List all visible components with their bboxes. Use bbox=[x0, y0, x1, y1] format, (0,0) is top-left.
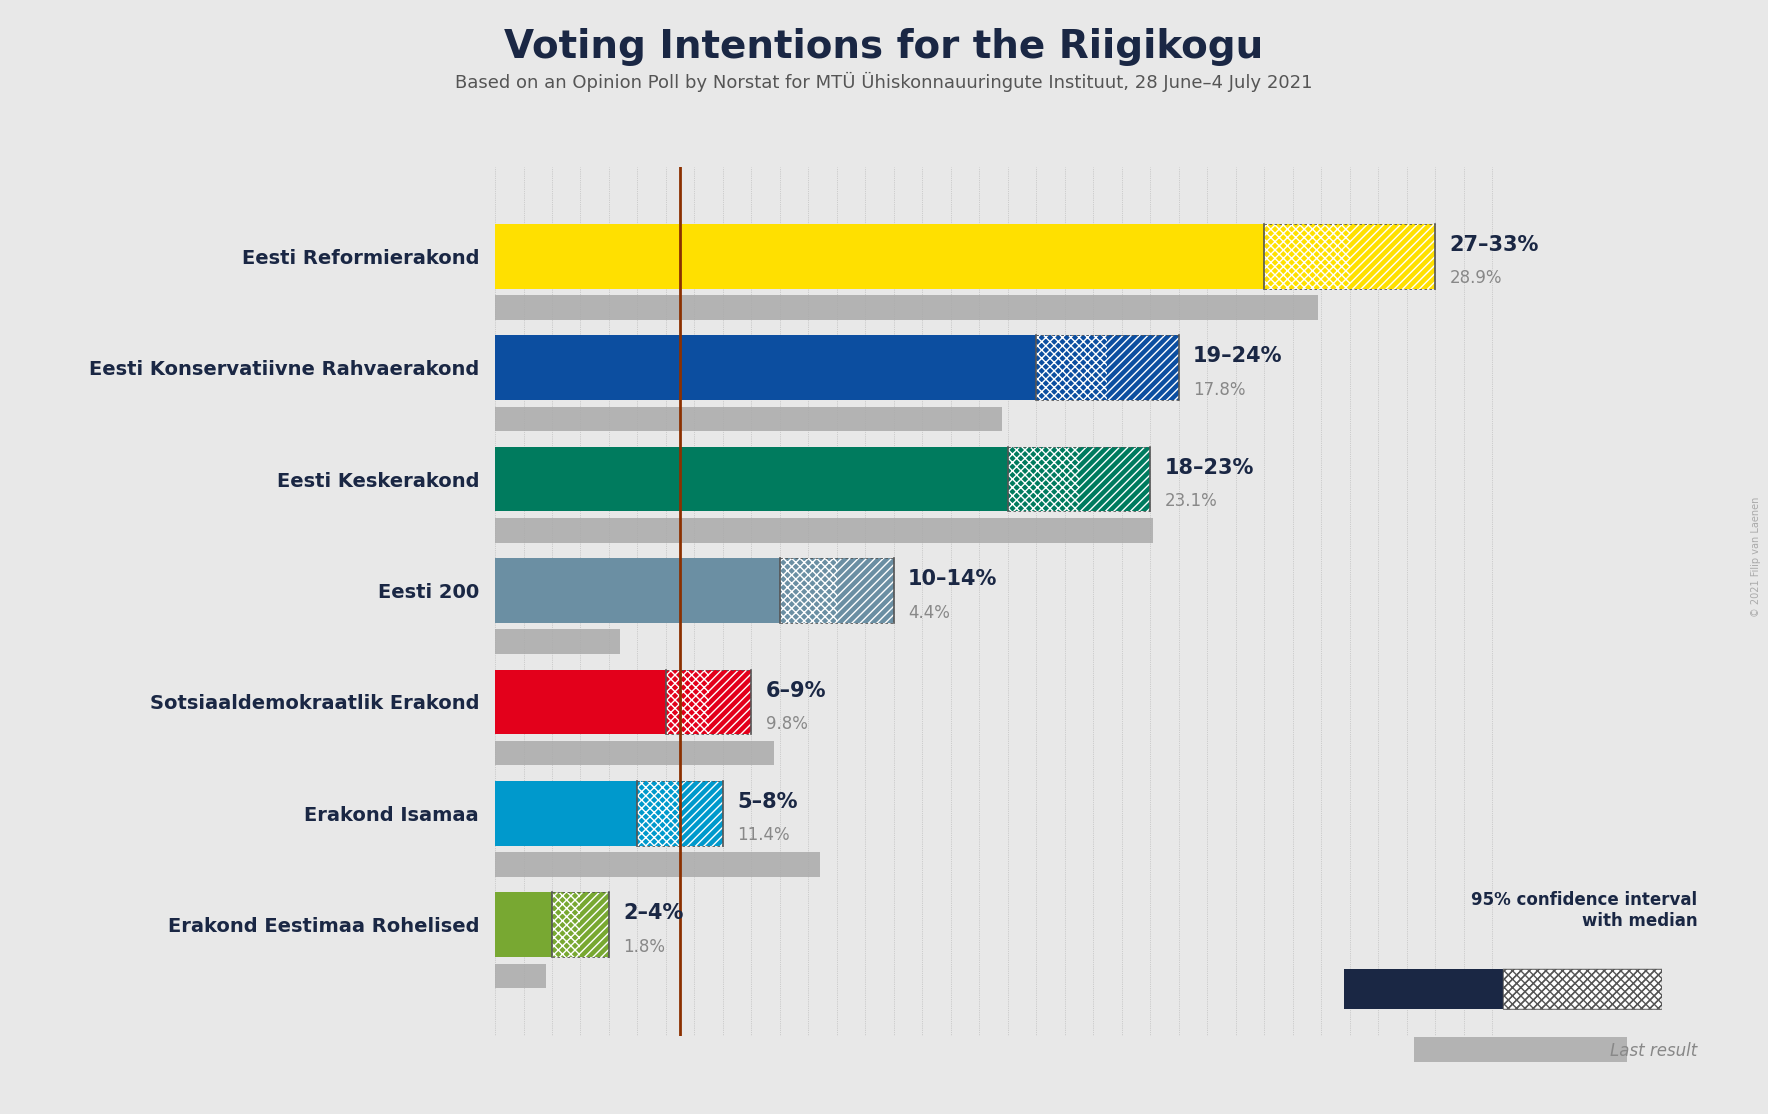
Text: 17.8%: 17.8% bbox=[1193, 381, 1245, 399]
Bar bbox=[1349, 224, 1436, 289]
Bar bbox=[1264, 224, 1349, 289]
Bar bbox=[667, 670, 709, 734]
Bar bbox=[495, 629, 621, 654]
Bar bbox=[495, 852, 820, 877]
Bar bbox=[495, 407, 1002, 431]
Bar bbox=[1503, 968, 1662, 1009]
Text: 11.4%: 11.4% bbox=[737, 827, 790, 844]
Text: © 2021 Filip van Laenen: © 2021 Filip van Laenen bbox=[1750, 497, 1761, 617]
Bar bbox=[1008, 447, 1151, 511]
Bar bbox=[681, 781, 723, 846]
Bar bbox=[1036, 335, 1179, 400]
Bar bbox=[1107, 335, 1179, 400]
Text: 1.8%: 1.8% bbox=[624, 938, 665, 956]
Bar bbox=[495, 670, 667, 734]
Bar bbox=[667, 670, 751, 734]
Bar bbox=[1503, 968, 1662, 1009]
Text: 28.9%: 28.9% bbox=[1450, 270, 1501, 287]
Bar bbox=[1078, 447, 1151, 511]
Text: Voting Intentions for the Riigikogu: Voting Intentions for the Riigikogu bbox=[504, 28, 1264, 66]
Text: 18–23%: 18–23% bbox=[1165, 458, 1254, 478]
Text: 5–8%: 5–8% bbox=[737, 792, 797, 812]
Bar bbox=[495, 335, 1036, 400]
Text: Based on an Opinion Poll by Norstat for MTÜ Ühiskonnauuringute Instituut, 28 Jun: Based on an Opinion Poll by Norstat for … bbox=[454, 72, 1314, 92]
Bar bbox=[495, 224, 1264, 289]
Bar bbox=[495, 781, 638, 846]
Bar bbox=[495, 892, 552, 957]
Bar bbox=[580, 892, 608, 957]
Bar bbox=[495, 295, 1319, 320]
Text: 27–33%: 27–33% bbox=[1450, 235, 1538, 255]
Bar bbox=[1344, 968, 1503, 1009]
Text: 95% confidence interval
with median: 95% confidence interval with median bbox=[1471, 891, 1697, 930]
Bar bbox=[1264, 224, 1436, 289]
Bar bbox=[836, 558, 895, 623]
Text: Last result: Last result bbox=[1611, 1042, 1697, 1059]
Bar bbox=[638, 781, 681, 846]
Text: 10–14%: 10–14% bbox=[909, 569, 997, 589]
Text: 19–24%: 19–24% bbox=[1193, 346, 1282, 367]
Bar bbox=[495, 518, 1153, 543]
Text: 2–4%: 2–4% bbox=[624, 903, 684, 924]
Bar bbox=[552, 892, 608, 957]
Bar bbox=[495, 741, 774, 765]
Bar bbox=[552, 892, 580, 957]
Bar bbox=[780, 558, 836, 623]
Bar bbox=[638, 781, 723, 846]
Bar bbox=[1036, 335, 1107, 400]
Bar bbox=[495, 558, 780, 623]
Bar bbox=[709, 670, 751, 734]
Bar bbox=[495, 964, 546, 988]
Bar bbox=[780, 558, 895, 623]
Text: 23.1%: 23.1% bbox=[1165, 492, 1216, 510]
Text: 9.8%: 9.8% bbox=[766, 715, 808, 733]
Text: 4.4%: 4.4% bbox=[909, 604, 949, 622]
Bar bbox=[1008, 447, 1078, 511]
Text: 6–9%: 6–9% bbox=[766, 681, 826, 701]
Bar bbox=[495, 447, 1008, 511]
